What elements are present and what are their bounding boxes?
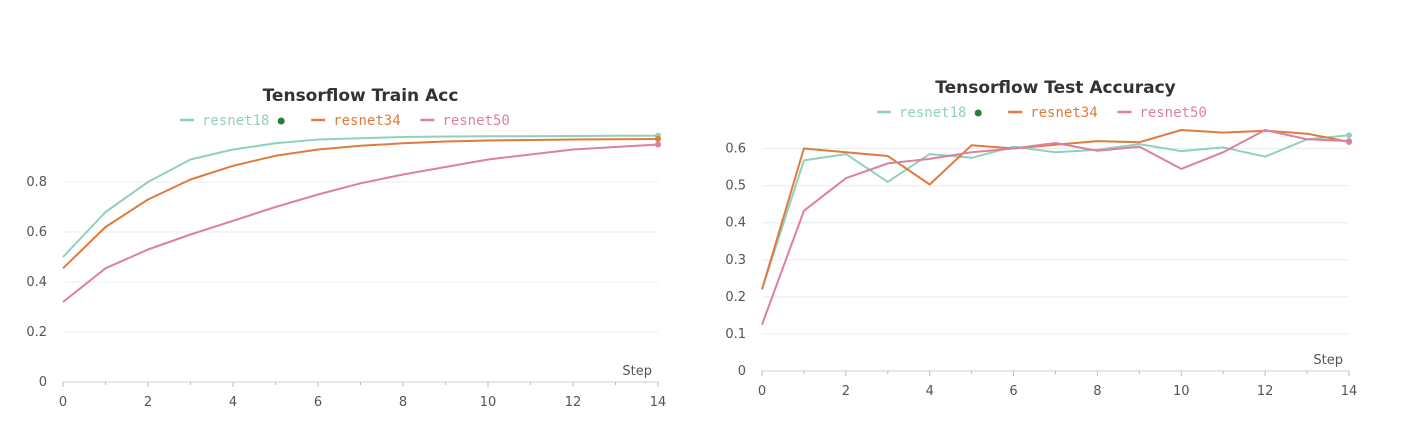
chart-title: Tensorflow Test Accuracy [935,78,1176,98]
x-tick-label: 2 [144,395,152,410]
legend-label-resnet50: resnet50 [1139,105,1206,121]
x-axis-label: Step [1313,353,1343,368]
y-tick-label: 0.8 [26,175,47,190]
legend-label-resnet34: resnet34 [1030,105,1097,121]
x-axis-label: Step [622,364,652,379]
legend-active-dot [974,109,982,117]
legend-label-resnet34: resnet34 [333,113,400,129]
series-endpoint-resnet34 [655,136,661,142]
y-tick-label: 0.6 [26,225,47,240]
x-tick-label: 6 [1009,384,1017,399]
chart-title: Tensorflow Train Acc [263,86,459,106]
y-tick-label: 0.4 [725,216,746,231]
x-tick-label: 14 [650,395,667,410]
series-endpoint-resnet18 [1346,132,1352,139]
series-endpoint-resnet50 [1346,138,1352,145]
x-tick-label: 6 [314,395,322,410]
x-tick-label: 8 [1093,384,1101,399]
x-tick-label: 4 [926,384,934,399]
series-line-resnet34 [62,138,659,270]
y-tick-label: 0.6 [725,142,746,157]
x-tick-label: 10 [480,395,497,410]
y-tick-label: 0.2 [725,290,746,305]
y-tick-label: 0.4 [26,275,47,290]
series-line-resnet50 [62,143,659,303]
chart-1: Tensorflow Train Acc resnet18 resnet34 resn… [26,86,666,410]
y-tick-label: 0 [738,364,746,379]
legend-label-resnet18: resnet18 [899,105,966,121]
x-tick-label: 4 [229,395,237,410]
series-line-resnet18 [761,134,1350,290]
chart-2: Tensorflow Test Accuracy resnet18 resnet34… [725,78,1357,399]
legend-label-resnet18: resnet18 [202,113,269,129]
series-endpoint-resnet50 [655,141,661,148]
y-tick-label: 0 [39,375,47,390]
x-tick-label: 12 [565,395,582,410]
x-tick-label: 12 [1257,384,1274,399]
x-tick-label: 14 [1341,384,1358,399]
y-tick-label: 0.3 [725,253,746,268]
legend-label-resnet50: resnet50 [442,113,509,129]
x-tick-label: 2 [842,384,850,399]
series-line-resnet18 [62,134,658,258]
legend-active-dot [277,117,285,125]
x-tick-label: 8 [399,395,407,410]
y-tick-label: 0.5 [725,179,746,194]
y-tick-label: 0.1 [725,327,746,342]
series-line-resnet50 [761,129,1350,326]
x-tick-label: 10 [1173,384,1190,399]
x-tick-label: 0 [59,395,67,410]
x-tick-label: 0 [758,384,766,399]
y-tick-label: 0.2 [26,325,47,340]
series-line-resnet34 [761,129,1350,290]
